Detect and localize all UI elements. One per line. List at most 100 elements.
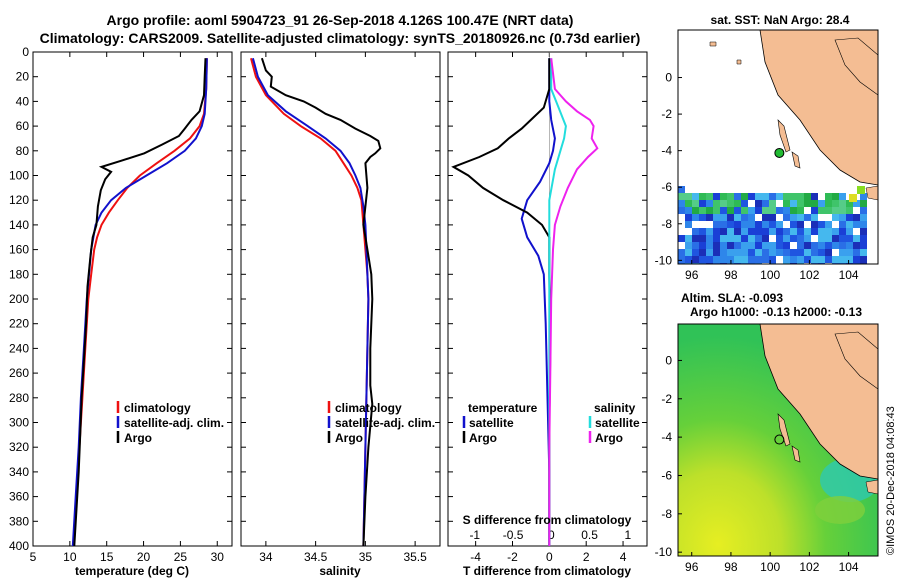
temperature-xtick-label: 10	[63, 550, 77, 564]
sst-cell	[853, 200, 860, 207]
sst-cell	[762, 228, 769, 235]
sst-cell	[804, 242, 811, 249]
sst-cell	[741, 235, 748, 242]
sla-map-ytick-label: -8	[661, 507, 672, 521]
sst-cell	[797, 256, 804, 263]
sst-cell	[748, 193, 755, 200]
difference-axes-frame	[447, 51, 648, 547]
difference-xtick-label: -4	[470, 550, 481, 564]
sst-cell	[734, 193, 741, 200]
sst-cell	[755, 228, 762, 235]
sst-cell	[860, 221, 867, 228]
legend-label-s-satellite: satellite	[595, 416, 640, 430]
depth-tick-label: 200	[9, 292, 29, 306]
sst-cell	[762, 221, 769, 228]
sst-cell	[734, 214, 741, 221]
sst-cell	[811, 242, 818, 249]
difference-series	[451, 52, 599, 546]
sla-map-ytick-label: -2	[661, 392, 672, 406]
sst-heatmap-cells	[678, 186, 867, 264]
sst-cell	[846, 214, 853, 221]
sst-cell	[678, 207, 685, 214]
sst-cell	[734, 221, 741, 228]
sst-cell	[678, 186, 685, 193]
sst-cell	[783, 256, 790, 263]
sst-cell	[769, 200, 776, 207]
sst-cell	[713, 193, 720, 200]
sla-land-peninsula	[834, 331, 878, 390]
sst-cell	[713, 221, 720, 228]
difference-line-temperature-satellite	[520, 58, 556, 546]
sst-cell	[741, 249, 748, 256]
sst-cell	[825, 249, 832, 256]
sst-cell	[713, 200, 720, 207]
sst-cell	[776, 235, 783, 242]
sst-island-small	[736, 59, 742, 65]
sst-cell	[748, 214, 755, 221]
sst-cell	[804, 235, 811, 242]
sst-cell	[860, 242, 867, 249]
sst-cell	[769, 221, 776, 228]
sst-cell	[853, 214, 860, 221]
sst-cell	[797, 249, 804, 256]
sst-cell	[776, 193, 783, 200]
sst-cell	[811, 228, 818, 235]
sst-cell	[790, 228, 797, 235]
sst-cell	[776, 242, 783, 249]
sst-cell	[825, 235, 832, 242]
sst-cell	[860, 249, 867, 256]
sst-cell	[804, 228, 811, 235]
sst-cell	[720, 228, 727, 235]
sst-coastline	[759, 30, 878, 186]
sst-cell	[846, 235, 853, 242]
temperature-xtick-label: 30	[211, 550, 225, 564]
sst-cell	[797, 235, 804, 242]
sst-map-ytick-label: -10	[655, 253, 673, 267]
difference-xtick-label: 0	[546, 550, 553, 564]
difference-ticks: -4 -2 0 2 4 -1 -0.5 0 0.5 1	[448, 51, 647, 564]
sst-cell	[685, 242, 692, 249]
sst-cell	[783, 193, 790, 200]
sst-cell	[783, 214, 790, 221]
temperature-xtick-label: 15	[100, 550, 114, 564]
sst-cell	[727, 200, 734, 207]
sst-cell	[685, 214, 692, 221]
sst-cell	[818, 242, 825, 249]
legend-label-t-satellite: satellite	[469, 416, 514, 430]
legend-title-temperature: temperature	[468, 401, 538, 415]
sst-cell	[790, 256, 797, 263]
legend-label-t-argo: Argo	[469, 431, 497, 445]
sst-cell	[811, 221, 818, 228]
sst-cell	[685, 200, 692, 207]
sst-cell	[790, 200, 797, 207]
sst-cell	[720, 221, 727, 228]
sst-cell	[762, 256, 769, 263]
sst-cell	[699, 193, 706, 200]
sst-cell	[713, 214, 720, 221]
sst-cell	[832, 242, 839, 249]
salinity-series	[250, 57, 382, 546]
sst-cell	[734, 200, 741, 207]
sst-cell	[790, 249, 797, 256]
sst-cell	[699, 228, 706, 235]
sst-cell	[685, 256, 692, 263]
sst-map-xtick-label: 104	[839, 268, 859, 282]
legend-title-salinity: salinity	[594, 401, 636, 415]
sst-cell	[839, 193, 846, 200]
sst-cell	[832, 200, 839, 207]
sst-cell	[713, 242, 720, 249]
difference-xlabel: T difference from climatology	[463, 564, 631, 578]
sst-cell	[762, 207, 769, 214]
sst-cell	[797, 242, 804, 249]
sst-map-ticks: 96 98 100 102 104 0 -2 -4 -6 -8 -10	[655, 71, 859, 282]
salinity-legend: climatology satellite-adj. clim. Argo	[327, 401, 435, 445]
sst-cell	[825, 242, 832, 249]
temperature-legend: climatology satellite-adj. clim. Argo	[116, 401, 224, 445]
difference-stick-label: -0.5	[503, 528, 524, 542]
sst-land-java	[865, 185, 878, 201]
sst-cell	[755, 200, 762, 207]
depth-tick-label: 100	[9, 169, 29, 183]
sst-cell	[720, 207, 727, 214]
sst-cell	[713, 235, 720, 242]
sla-map-ticks: 96 98 100 102 104 0 -2 -4 -6 -8 -10	[655, 353, 859, 574]
